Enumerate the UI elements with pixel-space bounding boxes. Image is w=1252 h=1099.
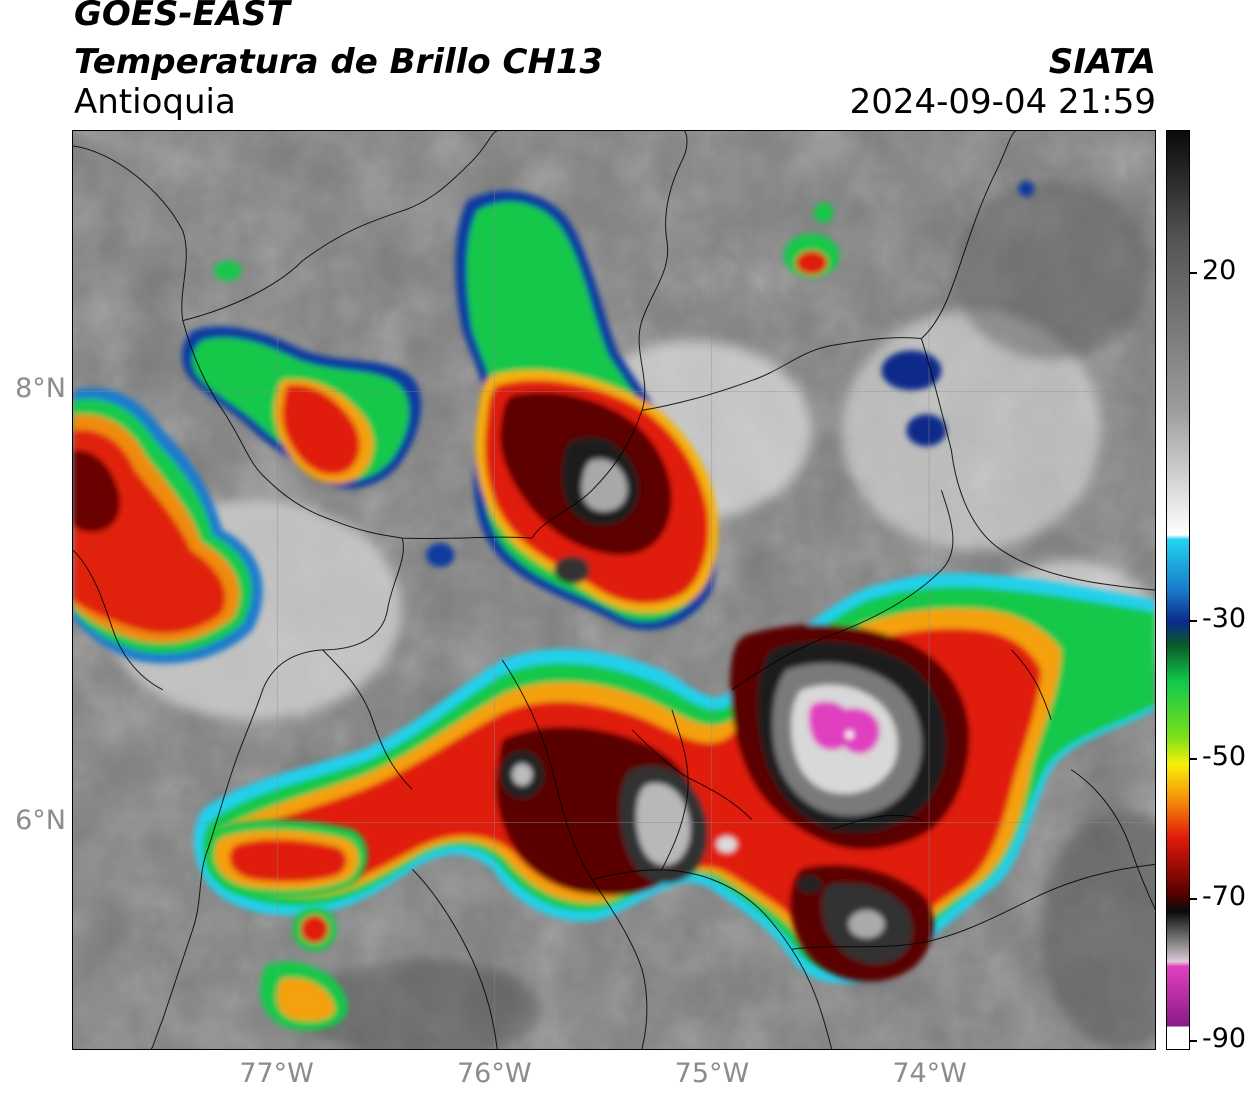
temperature-colorbar: [1166, 130, 1190, 1050]
organization-label: SIATA: [1048, 42, 1156, 82]
colorbar-tick-label: -90: [1202, 1023, 1247, 1054]
lon-label-77W: 77°W: [239, 1058, 314, 1089]
lat-label-6N: 6°N: [15, 805, 66, 837]
storm-cells-southwest: [204, 820, 934, 1031]
satellite-map[interactable]: [72, 130, 1156, 1050]
colorbar-tick: [1189, 898, 1197, 900]
lon-label-74W: 74°W: [892, 1058, 967, 1089]
colorbar-tick: [1189, 758, 1197, 760]
colorbar-fill: [1167, 131, 1189, 1049]
satellite-title: GOES-EAST: [74, 0, 290, 34]
colorbar-tick-label: -70: [1202, 881, 1247, 912]
colorbar-tick-label: -30: [1202, 603, 1247, 634]
region-title: Antioquia: [74, 82, 236, 122]
product-title: Temperatura de Brillo CH13: [74, 42, 604, 82]
colorbar-tick-label: 20: [1202, 255, 1237, 286]
boundaries: [73, 131, 1155, 1049]
storm-cell-north: [455, 190, 719, 630]
lat-label-8N: 8°N: [15, 373, 66, 405]
storm-cell-west: [73, 387, 263, 664]
colorbar-tick: [1189, 620, 1197, 622]
colorbar-tick: [1189, 272, 1197, 274]
graticule: [73, 131, 1155, 1049]
lon-label-75W: 75°W: [674, 1058, 750, 1089]
timestamp-label: 2024-09-04 21:59: [849, 82, 1156, 122]
colorbar-tick-label: -50: [1202, 741, 1247, 772]
storm-cell-northwest-band: [181, 326, 422, 489]
colorbar-tick: [1189, 1040, 1197, 1042]
lon-label-76W: 76°W: [456, 1058, 532, 1089]
